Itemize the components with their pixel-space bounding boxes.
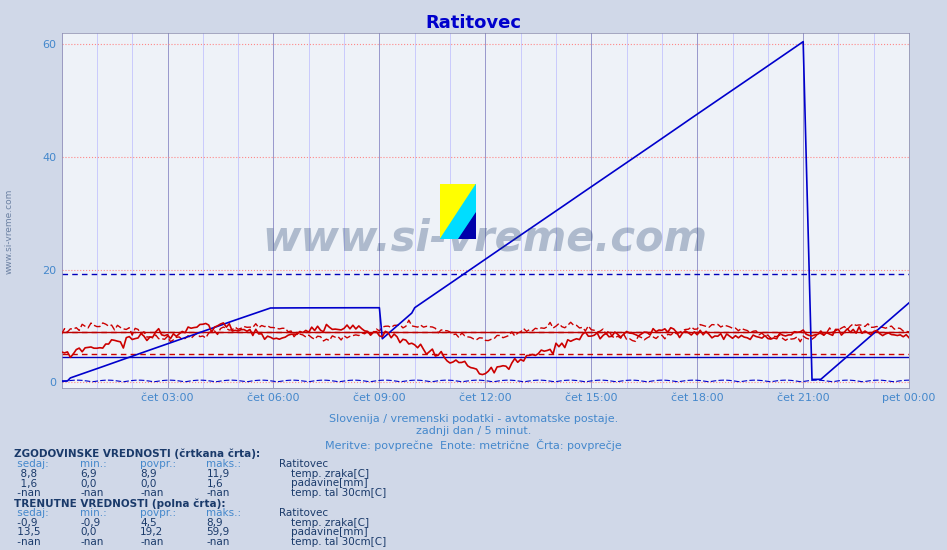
Text: 13,5: 13,5: [14, 527, 41, 537]
Text: -0,9: -0,9: [14, 518, 38, 528]
Text: Meritve: povprečne  Enote: metrične  Črta: povprečje: Meritve: povprečne Enote: metrične Črta:…: [325, 439, 622, 451]
Text: maks.:: maks.:: [206, 459, 241, 469]
Text: temp. tal 30cm[C]: temp. tal 30cm[C]: [291, 537, 386, 547]
Text: 8,9: 8,9: [206, 518, 223, 528]
Text: povpr.:: povpr.:: [140, 508, 176, 518]
Text: ZGODOVINSKE VREDNOSTI (črtkana črta):: ZGODOVINSKE VREDNOSTI (črtkana črta):: [14, 448, 260, 459]
Text: 11,9: 11,9: [206, 469, 230, 479]
Polygon shape: [440, 184, 476, 239]
Text: 0,0: 0,0: [140, 478, 156, 488]
Text: 1,6: 1,6: [206, 478, 223, 488]
Text: -nan: -nan: [80, 488, 104, 498]
Text: povpr.:: povpr.:: [140, 459, 176, 469]
Text: 8,8: 8,8: [14, 469, 37, 479]
Text: -nan: -nan: [14, 537, 41, 547]
Text: Ratitovec: Ratitovec: [279, 459, 329, 469]
Text: -nan: -nan: [140, 488, 164, 498]
Text: temp. zraka[C]: temp. zraka[C]: [291, 469, 368, 479]
Text: Ratitovec: Ratitovec: [425, 14, 522, 32]
Text: padavine[mm]: padavine[mm]: [291, 527, 367, 537]
Text: 6,9: 6,9: [80, 469, 98, 479]
Text: padavine[mm]: padavine[mm]: [291, 478, 367, 488]
Text: 0,0: 0,0: [80, 478, 97, 488]
Text: sedaj:: sedaj:: [14, 508, 49, 518]
Text: 0,0: 0,0: [80, 527, 97, 537]
Text: maks.:: maks.:: [206, 508, 241, 518]
Text: zadnji dan / 5 minut.: zadnji dan / 5 minut.: [416, 426, 531, 436]
Text: www.si-vreme.com: www.si-vreme.com: [5, 188, 14, 274]
Text: -0,9: -0,9: [80, 518, 100, 528]
Text: -nan: -nan: [206, 488, 230, 498]
Text: min.:: min.:: [80, 459, 107, 469]
Text: 8,9: 8,9: [140, 469, 157, 479]
Text: Slovenija / vremenski podatki - avtomatske postaje.: Slovenija / vremenski podatki - avtomats…: [329, 414, 618, 424]
Text: min.:: min.:: [80, 508, 107, 518]
Text: temp. tal 30cm[C]: temp. tal 30cm[C]: [291, 488, 386, 498]
Text: Ratitovec: Ratitovec: [279, 508, 329, 518]
Text: temp. zraka[C]: temp. zraka[C]: [291, 518, 368, 528]
Text: -nan: -nan: [140, 537, 164, 547]
Text: TRENUTNE VREDNOSTI (polna črta):: TRENUTNE VREDNOSTI (polna črta):: [14, 498, 225, 509]
Text: 59,9: 59,9: [206, 527, 230, 537]
Text: 1,6: 1,6: [14, 478, 37, 488]
Polygon shape: [440, 184, 476, 239]
Text: sedaj:: sedaj:: [14, 459, 49, 469]
Text: -nan: -nan: [206, 537, 230, 547]
Text: -nan: -nan: [14, 488, 41, 498]
Text: www.si-vreme.com: www.si-vreme.com: [263, 218, 707, 260]
Text: 4,5: 4,5: [140, 518, 157, 528]
Text: 19,2: 19,2: [140, 527, 164, 537]
Text: -nan: -nan: [80, 537, 104, 547]
Polygon shape: [458, 212, 476, 239]
